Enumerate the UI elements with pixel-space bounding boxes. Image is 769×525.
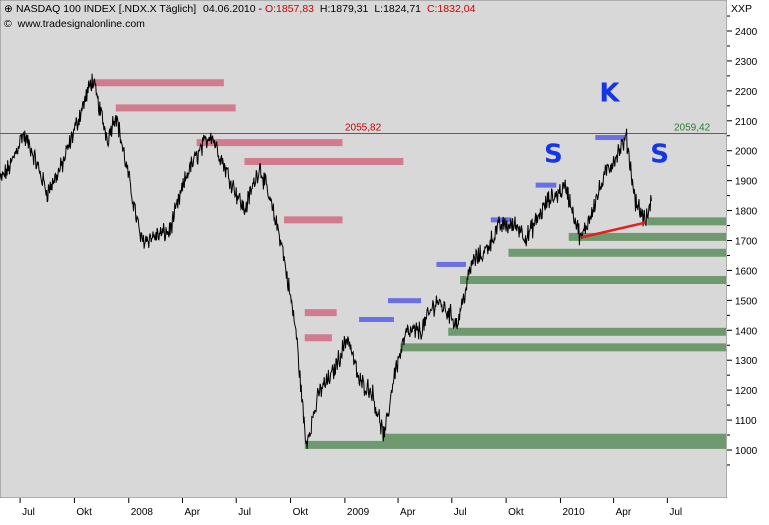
x-tick-label: Jul	[238, 507, 251, 518]
resistance-zone	[196, 139, 343, 147]
blue-zone	[436, 261, 466, 267]
annotations-layer: S K S	[544, 78, 669, 169]
y-tick-label: 2100	[735, 117, 758, 128]
price-series-line	[0, 73, 652, 450]
x-tick-label: Jul	[454, 507, 467, 518]
y-tick-label: 1700	[735, 237, 758, 248]
support-zone	[304, 440, 726, 449]
header-low: L:1824,71	[374, 3, 421, 15]
x-tick-label: Okt	[293, 507, 309, 518]
support-zone	[647, 217, 726, 226]
blue-zone	[388, 298, 422, 304]
svg-text:NASDAQ 100 INDEX [.NDX.X Tägl: NASDAQ 100 INDEX [.NDX.X Täglich] 04.06.…	[16, 3, 476, 15]
y-tick-label: 2300	[735, 57, 758, 68]
header-copyright: www.tradesignalonline.com	[17, 18, 145, 30]
resistance-zone	[92, 79, 224, 87]
y-axis: 1000 1100 1200 1300 1400 1500 1600 1700 1800 1900…	[727, 15, 758, 466]
resistance-zone	[304, 309, 337, 317]
x-tick-label: Okt	[76, 507, 92, 518]
horizontal-lines-layer: 2055,82 2059,42	[0, 122, 727, 134]
resistance-zone	[304, 334, 332, 342]
x-tick-label: Apr	[616, 507, 632, 518]
hline-label: 2059,42	[674, 122, 711, 133]
blue-zone	[595, 135, 625, 141]
blue-zone	[535, 182, 557, 188]
y-tick-label: 1600	[735, 266, 758, 277]
chart-header: ⊕ NASDAQ 100 INDEX [.NDX.X Täglich] 04.0…	[4, 3, 752, 30]
blue-zone	[490, 217, 512, 223]
y-tick-label: 2000	[735, 147, 758, 158]
header-unit-label: XXP	[731, 3, 752, 15]
x-tick-label: Apr	[400, 507, 416, 518]
header-instrument: NASDAQ 100 INDEX [.NDX.X Täglich]	[16, 3, 196, 15]
blue-zone	[359, 317, 394, 323]
y-axis-area	[727, 0, 769, 498]
support-zone	[568, 232, 726, 241]
resistance-zone	[244, 157, 404, 165]
header-open: O:1857,83	[265, 3, 314, 15]
resistance-zone	[115, 104, 236, 112]
annotation-letter: S	[544, 140, 563, 170]
zones-layer	[92, 79, 726, 449]
x-axis-area	[0, 498, 769, 520]
annotation-letter: K	[599, 78, 620, 108]
y-tick-label: 1300	[735, 356, 758, 367]
y-tick-label: 1400	[735, 326, 758, 337]
annotation-letter: S	[650, 140, 669, 170]
hline-label: 2055,82	[345, 122, 382, 133]
x-axis: Jul Okt 2008 Apr Jul Okt 2009 Apr Jul Okt 2010 Apr J…	[19, 498, 682, 518]
svg-text:© www.tradesignalonlin: © www.tradesignalonline.com	[4, 18, 145, 30]
header-crosshair-icon: ⊕	[4, 3, 13, 15]
x-tick-label: 2008	[131, 507, 154, 518]
support-zone	[448, 327, 726, 336]
y-tick-label: 2400	[735, 27, 758, 38]
price-layer	[0, 73, 652, 450]
y-tick-label: 2200	[735, 87, 758, 98]
copyright-icon: ©	[4, 18, 12, 30]
x-tick-label: 2009	[347, 507, 370, 518]
trend-line	[580, 221, 646, 239]
y-tick-label: 1900	[735, 177, 758, 188]
x-tick-label: Apr	[184, 507, 200, 518]
trend-layer	[580, 221, 646, 239]
support-zone	[508, 248, 726, 257]
support-zone	[400, 343, 726, 352]
x-tick-label: Jul	[669, 507, 682, 518]
y-tick-label: 1100	[735, 416, 757, 427]
support-zone	[460, 276, 726, 285]
x-tick-label: 2010	[562, 507, 585, 518]
y-tick-label: 1500	[735, 296, 758, 307]
x-tick-label: Okt	[508, 507, 524, 518]
y-tick-label: 1000	[735, 446, 758, 457]
header-date: 04.06.2010	[203, 3, 256, 15]
support-zone	[382, 433, 726, 442]
x-tick-label: Jul	[22, 507, 35, 518]
resistance-zone	[284, 216, 343, 224]
y-tick-label: 1800	[735, 207, 758, 218]
header-close: C:1832,04	[427, 3, 476, 15]
header-high: H:1879,31	[320, 3, 369, 15]
y-tick-label: 1200	[735, 386, 758, 397]
